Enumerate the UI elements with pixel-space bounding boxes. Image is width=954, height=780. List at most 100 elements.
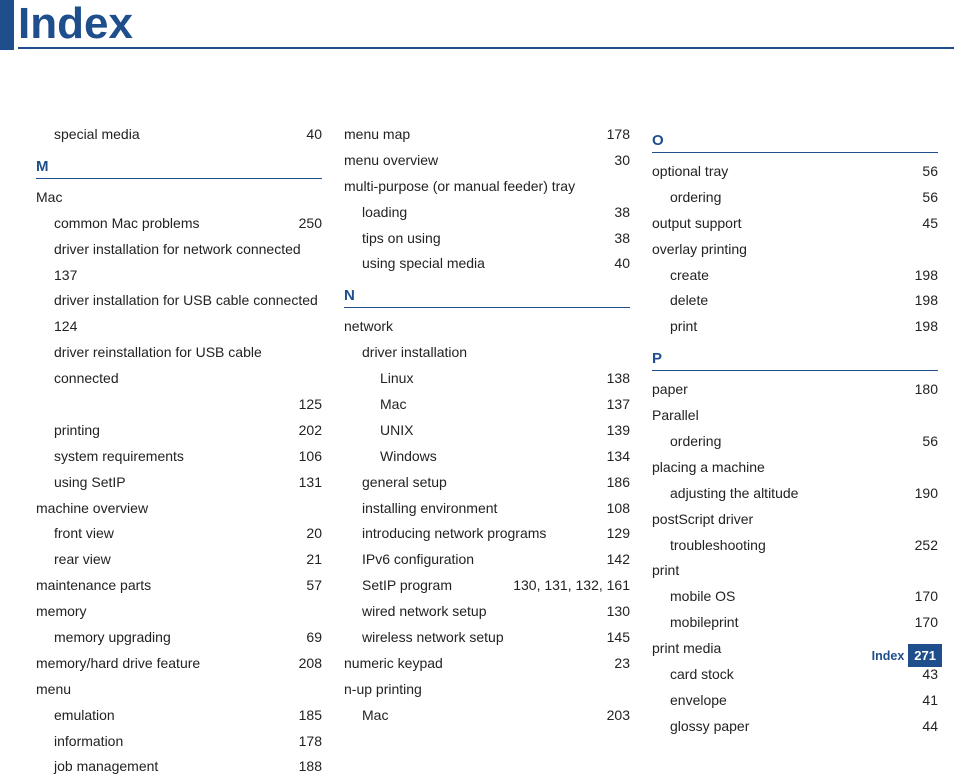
- index-page: 20: [306, 521, 322, 547]
- index-entry[interactable]: placing a machine: [652, 455, 938, 481]
- index-entry[interactable]: Parallel: [652, 403, 938, 429]
- index-term: multi-purpose (or manual feeder) tray: [344, 174, 630, 200]
- index-term: machine overview: [36, 496, 322, 522]
- index-entry[interactable]: maintenance parts57: [36, 573, 322, 599]
- index-entry[interactable]: ordering56: [652, 429, 938, 455]
- index-page: 250: [299, 211, 322, 237]
- index-term: n-up printing: [344, 677, 630, 703]
- index-term: memory/hard drive feature: [36, 651, 299, 677]
- index-entry[interactable]: memory: [36, 599, 322, 625]
- index-entry[interactable]: wired network setup130: [344, 599, 630, 625]
- index-entry[interactable]: driver installation for USB cable connec…: [36, 288, 322, 314]
- index-term: driver reinstallation for USB cable conn…: [36, 340, 322, 392]
- index-entry[interactable]: network: [344, 314, 630, 340]
- index-entry[interactable]: delete198: [652, 288, 938, 314]
- index-entry[interactable]: postScript driver: [652, 507, 938, 533]
- index-entry[interactable]: UNIX139: [344, 418, 630, 444]
- index-entry[interactable]: driver installation: [344, 340, 630, 366]
- index-entry[interactable]: menu map178: [344, 122, 630, 148]
- index-entry[interactable]: multi-purpose (or manual feeder) tray: [344, 174, 630, 200]
- index-entry[interactable]: menu: [36, 677, 322, 703]
- index-page: 45: [922, 211, 938, 237]
- index-term: postScript driver: [652, 507, 938, 533]
- index-entry[interactable]: optional tray56: [652, 159, 938, 185]
- index-entry[interactable]: installing environment108: [344, 496, 630, 522]
- index-entry[interactable]: output support45: [652, 211, 938, 237]
- index-page: 202: [299, 418, 322, 444]
- index-entry[interactable]: mobile OS170: [652, 584, 938, 610]
- index-page: 178: [607, 122, 630, 148]
- index-entry[interactable]: IPv6 configuration142: [344, 547, 630, 573]
- index-term: Mac: [344, 392, 607, 418]
- index-term: wireless network setup: [344, 625, 607, 651]
- index-page: 142: [607, 547, 630, 573]
- index-entry[interactable]: troubleshooting252: [652, 533, 938, 559]
- index-entry[interactable]: general setup186: [344, 470, 630, 496]
- index-entry[interactable]: system requirements106: [36, 444, 322, 470]
- index-entry[interactable]: print198: [652, 314, 938, 340]
- index-entry[interactable]: using special media40: [344, 251, 630, 277]
- index-entry[interactable]: memory upgrading69: [36, 625, 322, 651]
- index-entry[interactable]: loading38: [344, 200, 630, 226]
- index-entry[interactable]: 124: [36, 314, 322, 340]
- index-entry[interactable]: information178: [36, 729, 322, 755]
- index-entry[interactable]: create198: [652, 263, 938, 289]
- index-page: 190: [915, 481, 938, 507]
- index-entry[interactable]: driver installation for network connecte…: [36, 237, 322, 263]
- index-entry[interactable]: 125: [36, 392, 322, 418]
- index-term: maintenance parts: [36, 573, 306, 599]
- index-entry[interactable]: menu overview30: [344, 148, 630, 174]
- index-entry[interactable]: wireless network setup145: [344, 625, 630, 651]
- index-entry[interactable]: print: [652, 558, 938, 584]
- index-letter: M: [36, 158, 322, 175]
- index-term: driver installation: [344, 340, 630, 366]
- index-column: menu map178menu overview30multi-purpose …: [344, 122, 630, 780]
- index-term: common Mac problems: [36, 211, 299, 237]
- index-entry[interactable]: SetIP program130, 131, 132, 161: [344, 573, 630, 599]
- footer-page-badge: 271: [908, 644, 942, 667]
- index-entry[interactable]: Mac137: [344, 392, 630, 418]
- index-term: ordering: [652, 429, 922, 455]
- index-entry[interactable]: envelope41: [652, 688, 938, 714]
- index-letter-rule: [36, 178, 322, 179]
- index-term: glossy paper: [652, 714, 922, 740]
- index-entry[interactable]: 137: [36, 263, 322, 289]
- index-entry[interactable]: job management188: [36, 754, 322, 780]
- index-page: 56: [922, 185, 938, 211]
- index-entry[interactable]: ordering56: [652, 185, 938, 211]
- index-entry[interactable]: Windows134: [344, 444, 630, 470]
- index-entry[interactable]: Linux138: [344, 366, 630, 392]
- index-entry[interactable]: emulation185: [36, 703, 322, 729]
- index-entry[interactable]: paper180: [652, 377, 938, 403]
- index-entry[interactable]: overlay printing: [652, 237, 938, 263]
- index-page: 138: [607, 366, 630, 392]
- index-page: 108: [607, 496, 630, 522]
- index-entry[interactable]: n-up printing: [344, 677, 630, 703]
- index-entry[interactable]: Mac203: [344, 703, 630, 729]
- index-term: numeric keypad: [344, 651, 614, 677]
- index-page: 38: [614, 200, 630, 226]
- index-entry[interactable]: printing202: [36, 418, 322, 444]
- index-entry[interactable]: mobileprint170: [652, 610, 938, 636]
- index-entry[interactable]: tips on using38: [344, 226, 630, 252]
- index-entry[interactable]: glossy paper44: [652, 714, 938, 740]
- index-term: printing: [36, 418, 299, 444]
- index-term: memory upgrading: [36, 625, 306, 651]
- index-entry[interactable]: rear view21: [36, 547, 322, 573]
- index-entry[interactable]: common Mac problems250: [36, 211, 322, 237]
- index-entry[interactable]: memory/hard drive feature208: [36, 651, 322, 677]
- index-entry[interactable]: numeric keypad23: [344, 651, 630, 677]
- index-entry[interactable]: Mac: [36, 185, 322, 211]
- index-entry[interactable]: front view20: [36, 521, 322, 547]
- index-entry[interactable]: driver reinstallation for USB cable conn…: [36, 340, 322, 392]
- index-letter: P: [652, 350, 938, 367]
- index-term: SetIP program: [344, 573, 513, 599]
- index-term: ordering: [652, 185, 922, 211]
- index-page: 44: [922, 714, 938, 740]
- index-entry[interactable]: machine overview: [36, 496, 322, 522]
- index-entry[interactable]: adjusting the altitude190: [652, 481, 938, 507]
- index-term: using SetIP: [36, 470, 299, 496]
- index-entry[interactable]: using SetIP131: [36, 470, 322, 496]
- index-entry[interactable]: special media40: [36, 122, 322, 148]
- index-entry[interactable]: introducing network programs129: [344, 521, 630, 547]
